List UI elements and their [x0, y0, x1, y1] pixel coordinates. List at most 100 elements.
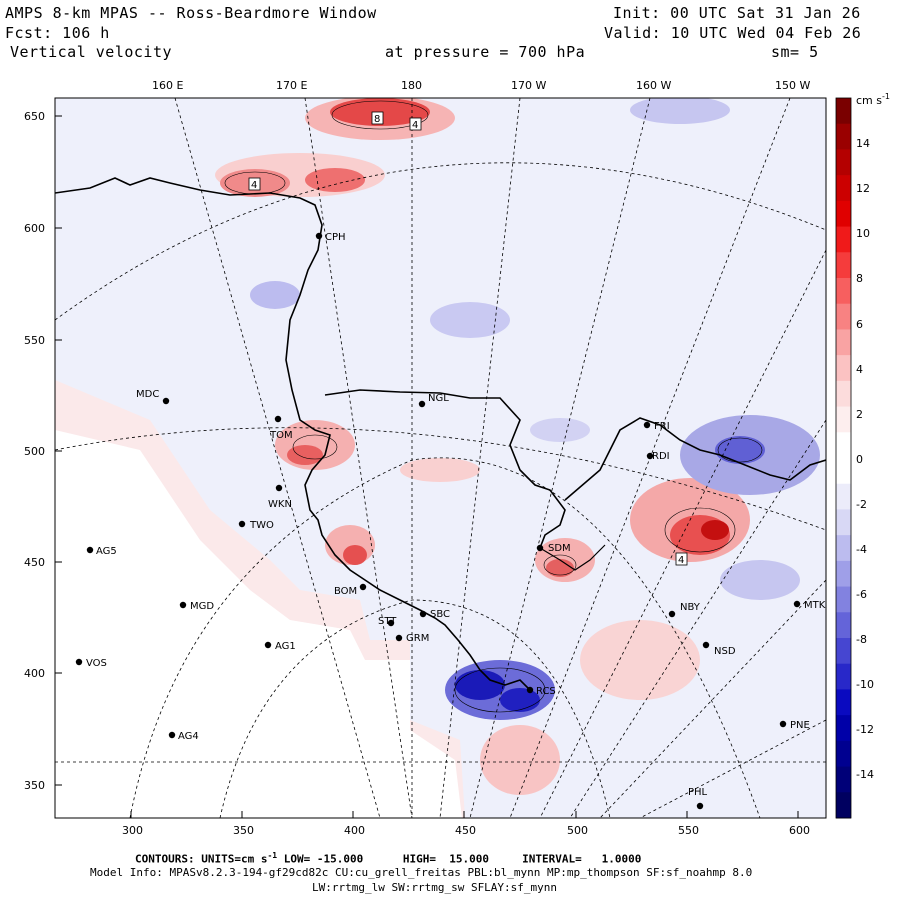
colorbar-swatch: [836, 458, 851, 485]
colorbar-swatch: [836, 406, 851, 433]
station-sbc: SBC: [430, 609, 450, 620]
contours-info: CONTOURS: UNITS=cm s-1 LOW= -15.000 HIGH…: [135, 851, 642, 866]
colorbar-label: -10: [856, 678, 874, 691]
y-tick-label: 500: [24, 445, 45, 458]
y-tick-label: 650: [24, 110, 45, 123]
lon-label: 180: [401, 79, 422, 92]
colorbar-swatch: [836, 740, 851, 768]
pressure-level: at pressure = 700 hPa: [385, 43, 586, 61]
station-mtk: MTK: [804, 600, 826, 611]
colorbar-label: -12: [856, 723, 874, 736]
colorbar-swatch: [836, 200, 851, 228]
colorbar-swatch: [836, 509, 851, 536]
top-longitude-labels: 160 E 170 E 180 170 W 160 W 150 W: [152, 79, 810, 92]
colorbar-label: 12: [856, 182, 870, 195]
station-mdc: MDC: [136, 389, 159, 400]
y-tick-label: 350: [24, 779, 45, 792]
colorbar-swatch: [836, 483, 851, 510]
colorbar-label: 4: [856, 363, 863, 376]
colorbar-swatch: [836, 638, 851, 665]
lon-label: 160 W: [636, 79, 671, 92]
colorbar-swatch: [836, 663, 851, 690]
extrema-labels: 8 4 4 4: [248, 111, 688, 566]
colorbar-swatch: [836, 278, 851, 305]
y-tick-label: 550: [24, 334, 45, 347]
station-bom: BOM: [334, 586, 357, 597]
y-tick-label: 600: [24, 222, 45, 235]
colorbar-swatch: [836, 612, 851, 639]
station-two: TWO: [249, 520, 274, 531]
colorbar-label: 0: [856, 453, 863, 466]
colorbar-label: -2: [856, 498, 867, 511]
map-border: [54, 97, 827, 819]
colorbar-label: 14: [856, 137, 870, 150]
colorbar-swatch: [836, 432, 851, 459]
variable-name: Vertical velocity: [10, 43, 173, 61]
colorbar-swatch: [836, 329, 851, 356]
bottom-axis-labels: 300 350 400 450 500 550 600: [122, 824, 810, 837]
station-sdm: SDM: [548, 543, 571, 554]
colorbar-swatch: [836, 226, 851, 253]
x-tick-label: 400: [344, 824, 365, 837]
station-ag5: AG5: [96, 546, 117, 557]
station-ngl: NGL: [428, 393, 449, 404]
colorbar-swatch: [836, 175, 851, 202]
extremum-label: 4: [251, 180, 257, 191]
colorbar-swatch: [836, 792, 851, 819]
station-mgd: MGD: [190, 601, 214, 612]
colorbar-label: 10: [856, 227, 870, 240]
colorbar-swatch: [836, 355, 851, 382]
colorbar-swatch: [836, 380, 851, 408]
station-fri: FRI: [654, 421, 670, 432]
colorbar-labels: 14 12 10 8 6 4 2 0 -2 -4 -6 -8 -10 -12 -…: [856, 137, 874, 781]
x-tick-label: 450: [455, 824, 476, 837]
station-stt: STT: [378, 616, 397, 627]
colorbar-swatch: [836, 252, 851, 279]
lon-label: 170 E: [276, 79, 307, 92]
extremum-label: 4: [678, 555, 684, 566]
y-tick-label: 400: [24, 667, 45, 680]
model-info-2: LW:rrtmg_lw SW:rrtmg_sw SFLAY:sf_mynn: [312, 881, 558, 894]
lon-label: 160 E: [152, 79, 183, 92]
x-tick-label: 350: [233, 824, 254, 837]
colorbar-swatch: [836, 560, 851, 588]
colorbar-label: -8: [856, 633, 867, 646]
lon-label: 170 W: [511, 79, 546, 92]
x-tick-label: 600: [789, 824, 810, 837]
station-vos: VOS: [86, 658, 107, 669]
station-nby: NBY: [680, 602, 701, 613]
colorbar-units: cm s-1: [856, 92, 890, 107]
station-phl: PHL: [688, 787, 708, 798]
x-tick-label: 300: [122, 824, 143, 837]
colorbar-label: -4: [856, 543, 867, 556]
colorbar-swatch: [836, 586, 851, 613]
colorbar: [836, 98, 851, 819]
valid-time: Valid: 10 UTC Wed 04 Feb 26: [604, 24, 862, 42]
station-rcs: RCS: [536, 686, 556, 697]
colorbar-label: -14: [856, 768, 874, 781]
station-grm: GRM: [406, 633, 429, 644]
colorbar-swatch: [836, 689, 851, 716]
colorbar-swatch: [836, 98, 851, 125]
colorbar-border: [835, 97, 852, 819]
colorbar-swatch: [836, 766, 851, 793]
colorbar-swatch: [836, 535, 851, 562]
stations: CPH MDC NGL TOM WKN TWO AG5 BOM MGD STT …: [75, 232, 826, 810]
colorbar-label: 8: [856, 272, 863, 285]
colorbar-swatch: [836, 303, 851, 330]
colorbar-label: 6: [856, 318, 863, 331]
map-plot-area: 8 4 4 4 CPH MDC NGL TOM WKN TWO AG5 BOM …: [55, 98, 826, 818]
colorbar-swatch: [836, 149, 851, 176]
station-ag1: AG1: [275, 641, 296, 652]
smoothing: sm= 5: [771, 43, 819, 61]
lon-label: 150 W: [775, 79, 810, 92]
station-nsd: NSD: [714, 646, 736, 657]
colorbar-label: -6: [856, 588, 867, 601]
model-info: Model Info: MPASv8.2.3-194-gf29cd82c CU:…: [90, 866, 753, 879]
station-rdi: RDI: [652, 451, 670, 462]
station-wkn: WKN: [268, 499, 292, 510]
left-axis-labels: 650 600 550 500 450 400 350: [24, 110, 45, 792]
colorbar-swatch: [836, 123, 851, 150]
y-tick-label: 450: [24, 556, 45, 569]
